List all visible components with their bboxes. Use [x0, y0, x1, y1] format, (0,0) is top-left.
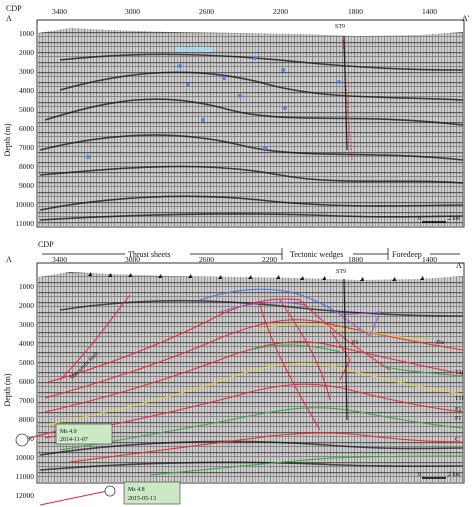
depth-axis-bottom: 1000 2000 3000 4000 5000 6000 7000 8000 …: [15, 282, 34, 500]
highlight-band-top: [175, 47, 213, 52]
depth-label-top: Depth (m): [3, 123, 12, 156]
cdp-axis-top: 3400 3000 2600 2200 1800 1400: [52, 7, 437, 16]
event-1-leader: [21, 429, 61, 441]
zone-brackets: [42, 248, 460, 260]
depth-tick: 3000: [19, 67, 34, 76]
depth-tick: 2000: [19, 301, 34, 310]
profile-end-top: A′: [462, 14, 470, 23]
cdp-tick: 1800: [348, 255, 363, 264]
scale-zero-top: 0: [418, 216, 421, 222]
horizon-label: F1: [352, 340, 358, 346]
cdp-tick: 3400: [52, 255, 67, 264]
horizon-label: T1j: [455, 370, 464, 376]
depth-tick: 1000: [19, 29, 34, 38]
scale-label-top: 2 km: [448, 216, 461, 222]
depth-tick: 10000: [15, 200, 34, 209]
cdp-tick: 2600: [199, 7, 214, 16]
depth-tick: 2000: [19, 48, 34, 57]
depth-tick: 4000: [19, 339, 34, 348]
depth-tick: 12000: [15, 491, 34, 500]
well-label-top: ST9: [335, 24, 345, 30]
panel-bottom: CDP Thrust sheets Tectonic wedges Forede…: [3, 240, 465, 506]
cdp-tick: 3000: [125, 7, 140, 16]
event-1-date: 2014-11-07: [60, 437, 88, 443]
depth-tick: 10000: [15, 453, 34, 462]
event-2-magnitude: Ms 4.8: [128, 487, 145, 493]
cdp-tick: 3000: [125, 255, 140, 264]
scale-label-bottom: 2 km: [448, 472, 461, 478]
depth-tick: 6000: [19, 377, 34, 386]
reflectors-top: [39, 53, 464, 221]
event-2-circle: [104, 485, 116, 497]
event-1-circle: [15, 433, 29, 447]
event-2-box: [123, 481, 181, 505]
depth-axis-top: 1000 2000 3000 4000 5000 6000 7000 8000 …: [15, 29, 34, 228]
scale-zero-bottom: 0: [418, 472, 421, 478]
cdp-tick: 3400: [52, 7, 67, 16]
depth-tick: 8000: [19, 162, 34, 171]
horizon-label: P2: [455, 407, 461, 413]
well-st9-top: [343, 35, 348, 151]
horizon-label: P1: [455, 416, 461, 422]
zone-thrust-sheets: Thrust sheets: [128, 250, 170, 259]
cdp-tick: 2600: [199, 255, 214, 264]
cdp-axis-bottom: 3400 3000 2600 2200 1800 1400: [52, 255, 437, 264]
depth-tick: 3000: [19, 320, 34, 329]
depth-label-bottom: Depth (m): [3, 373, 12, 406]
seismic-image-top: [38, 28, 463, 226]
zone-foredeep: Foredeep: [392, 250, 422, 259]
maxuanfu-fault-trace: [59, 294, 131, 381]
well-label-bottom: ST9: [336, 269, 346, 275]
depth-tick: 5000: [19, 105, 34, 114]
depth-tick: 8000: [19, 415, 34, 424]
horizon-labels: J1z T1j T1f P2 P1 C F1: [352, 340, 464, 443]
reflectors-bottom: [39, 299, 464, 471]
cdp-tick: 1400: [422, 7, 437, 16]
profile-start-top: A: [6, 14, 12, 23]
depth-tick: 5000: [19, 358, 34, 367]
depth-tick: 11000: [16, 472, 35, 481]
well-st9-bottom: [343, 278, 348, 421]
dip-markers-top: [86, 56, 341, 159]
profile-end-bottom: A′: [456, 261, 464, 270]
fault-trace-top: [342, 39, 353, 161]
cdp-tick: 1800: [348, 7, 363, 16]
depth-tick: 7000: [19, 396, 34, 405]
depth-tick: 4000: [19, 86, 34, 95]
cdp-tick: 2200: [273, 7, 288, 16]
depth-tick: 1000: [19, 282, 34, 291]
interpreted-horizons: [44, 288, 464, 476]
scale-bar-top: 0 2 km: [418, 216, 461, 223]
depth-tick: 9000: [19, 181, 34, 190]
horizon-label: T1f: [455, 395, 464, 402]
depth-tick: 6000: [19, 124, 34, 133]
event-2: Ms 4.8 2015-05-13: [39, 481, 181, 506]
event-1: Ms 4.9 2014-11-07: [15, 423, 113, 447]
panel-top: CDP A A′ 3400 3000 2600 2200 1800 1400 S…: [3, 4, 470, 228]
surface-fault-markers: [88, 272, 424, 281]
event-1-magnitude: Ms 4.9: [60, 429, 77, 435]
event-2-date: 2015-05-13: [128, 496, 156, 502]
cdp-tick: 2200: [262, 255, 277, 264]
event-2-leader: [39, 489, 113, 506]
zone-tectonic-wedges: Tectonic wedges: [290, 250, 343, 259]
cdp-label-top: CDP: [6, 4, 22, 13]
profile-start-bottom: A: [6, 255, 12, 264]
depth-tick: 7000: [19, 143, 34, 152]
cdp-label-bottom: CDP: [38, 240, 54, 249]
event-1-box: [55, 423, 113, 445]
scale-bar-bottom: 0 2 km: [418, 472, 461, 479]
depth-tick: 11000: [16, 219, 35, 228]
horizon-label: J1z: [436, 340, 444, 346]
horizon-label: C: [455, 437, 459, 443]
cdp-tick: 1400: [422, 255, 437, 264]
seismic-image-bottom: [38, 272, 463, 482]
